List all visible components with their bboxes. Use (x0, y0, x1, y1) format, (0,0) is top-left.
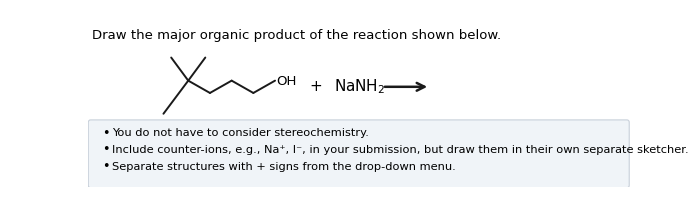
Text: Draw the major organic product of the reaction shown below.: Draw the major organic product of the re… (92, 29, 501, 42)
Text: +: + (309, 79, 322, 94)
Text: Separate structures with + signs from the drop-down menu.: Separate structures with + signs from th… (112, 162, 456, 172)
Text: •: • (102, 143, 110, 156)
Text: •: • (102, 126, 110, 139)
Text: NaNH$_2$: NaNH$_2$ (334, 77, 385, 96)
Text: OH: OH (276, 75, 297, 88)
Text: You do not have to consider stereochemistry.: You do not have to consider stereochemis… (112, 128, 369, 138)
Text: Include counter-ions, e.g., Na⁺, I⁻, in your submission, but draw them in their : Include counter-ions, e.g., Na⁺, I⁻, in … (112, 145, 689, 155)
FancyBboxPatch shape (88, 120, 629, 188)
Text: •: • (102, 160, 110, 173)
